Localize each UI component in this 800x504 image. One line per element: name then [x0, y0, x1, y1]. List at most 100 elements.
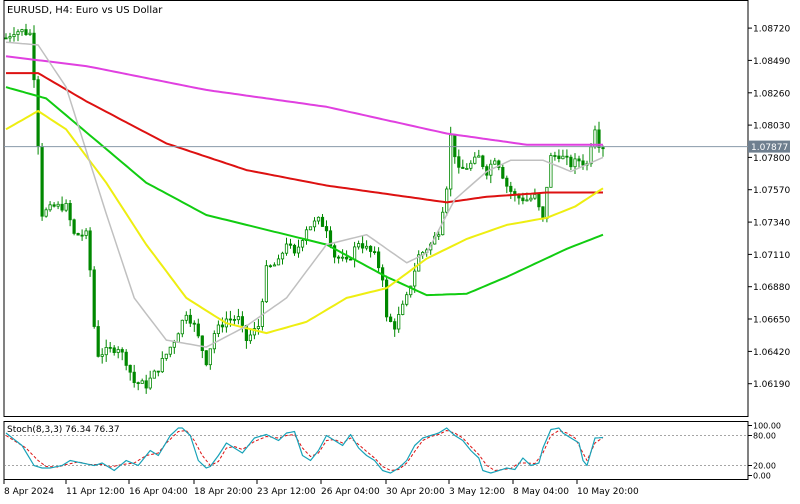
candle-body — [344, 256, 349, 260]
candle-body — [477, 155, 481, 158]
candle-body — [517, 194, 521, 199]
candle-body — [124, 351, 128, 366]
candle-body — [268, 265, 273, 268]
candle-body — [44, 209, 48, 217]
candle-body — [461, 166, 465, 169]
candle-body — [573, 158, 577, 168]
price-tick-label: 1.07340 — [753, 219, 790, 229]
candle-body — [20, 29, 24, 33]
candle-body — [368, 245, 373, 252]
candle-body — [284, 243, 289, 254]
candle-body — [557, 155, 561, 159]
moving-average-line-3 — [5, 86, 604, 297]
candle-body — [324, 226, 329, 232]
stoch-main-line — [5, 427, 604, 474]
candle-body — [312, 220, 317, 228]
candle-body — [252, 328, 256, 336]
candle-body — [276, 258, 281, 266]
candle-body — [409, 285, 413, 296]
candle-body — [96, 326, 100, 357]
candle-body — [88, 230, 92, 271]
candle-body — [360, 243, 365, 249]
candle-body — [32, 32, 36, 81]
candle-body — [453, 134, 457, 158]
price-tick-label: 1.08030 — [753, 122, 790, 132]
candle-body — [541, 206, 545, 219]
candle-body — [597, 129, 601, 148]
candle-body — [256, 326, 261, 329]
candle-body — [60, 203, 64, 211]
candle-body — [128, 364, 132, 373]
candle-body — [537, 193, 541, 208]
time-tick-label: 8 Apr 2024 — [4, 487, 54, 497]
candle-body — [336, 256, 341, 259]
stoch-tick-label: 100.00 — [753, 422, 781, 431]
candle-body — [280, 252, 285, 260]
stoch-tick-label: 80.00 — [753, 432, 776, 441]
candle-body — [172, 341, 176, 348]
candle-body — [481, 155, 485, 167]
time-tick-label: 8 May 04:00 — [513, 487, 569, 497]
candle-body — [192, 322, 196, 325]
candle-body — [577, 158, 581, 162]
candle-body — [264, 265, 269, 303]
candle-body — [581, 160, 585, 166]
candle-body — [36, 79, 40, 147]
candle-body — [473, 156, 477, 164]
candle-body — [296, 246, 301, 254]
current-price-line: 1.07877 — [4, 140, 790, 153]
price-tick-label: 1.08260 — [753, 89, 790, 99]
candle-body — [152, 370, 156, 379]
candle-body — [28, 32, 32, 35]
candle-body — [140, 380, 144, 384]
moving-average-line-5 — [5, 41, 604, 348]
price-axis: 1.08720 1.08490 1.08260 1.08030 1.07800 1.075… — [748, 25, 790, 390]
candle-body — [108, 346, 112, 349]
candle-body — [501, 166, 505, 179]
time-tick-label: 11 Apr 12:00 — [66, 487, 125, 497]
candle-body — [413, 270, 417, 287]
candle-body — [64, 202, 68, 211]
candle-body — [40, 146, 44, 217]
candle-body — [376, 251, 381, 269]
time-tick-label: 23 Apr 12:00 — [257, 487, 316, 497]
candle-body — [76, 232, 80, 236]
moving-average-line-4 — [5, 110, 604, 335]
current-price-box — [748, 140, 790, 153]
candle-body — [204, 350, 208, 366]
candle-body — [569, 156, 573, 168]
moving-average-line-2 — [6, 72, 603, 204]
candle-body — [188, 314, 192, 324]
candles — [4, 23, 605, 394]
stoch-label: Stoch(8,3,3) 76.34 76.37 — [7, 425, 120, 435]
candle-body — [457, 156, 461, 168]
candle-body — [393, 321, 397, 330]
candle-body — [352, 246, 357, 260]
time-tick-label: 18 Apr 20:00 — [194, 487, 253, 497]
candle-body — [497, 160, 501, 168]
candle-body — [212, 333, 216, 350]
candle-body — [12, 34, 16, 37]
candle-body — [196, 323, 200, 337]
chart-title: EURUSD, H4: Euro vs US Dollar — [7, 5, 163, 16]
candle-body — [112, 347, 116, 353]
candle-body — [248, 334, 252, 342]
candle-body — [164, 353, 168, 359]
candle-body — [148, 377, 152, 389]
candle-body — [465, 167, 469, 170]
price-tick-label: 1.06880 — [753, 283, 790, 293]
candle-body — [52, 204, 56, 207]
candle-body — [80, 234, 84, 237]
candle-body — [200, 335, 204, 351]
candle-body — [505, 177, 509, 187]
candle-body — [493, 160, 497, 165]
price-tick-label: 1.08490 — [753, 57, 790, 67]
candle-body — [56, 203, 60, 207]
time-axis: 8 Apr 2024 11 Apr 12:00 16 Apr 04:00 18 Apr… — [3, 479, 639, 497]
candle-body — [156, 370, 160, 373]
candle-body — [300, 240, 305, 248]
stoch-tick-label: 0.00 — [753, 472, 771, 481]
